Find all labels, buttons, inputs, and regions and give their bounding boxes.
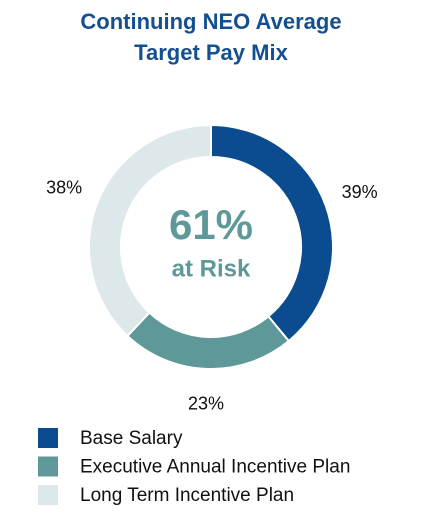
value-label: 39% xyxy=(342,182,378,202)
chart-title: Continuing NEO Average Target Pay Mix xyxy=(80,9,342,65)
center-value: 61% xyxy=(169,201,253,248)
legend-label: Long Term Incentive Plan xyxy=(80,485,294,506)
donut-slice xyxy=(126,311,291,370)
legend-swatch xyxy=(38,485,58,505)
legend-swatch xyxy=(38,428,58,448)
value-label: 23% xyxy=(188,394,224,414)
donut-slice xyxy=(88,123,212,338)
donut-slice xyxy=(210,123,334,343)
center-caption: at Risk xyxy=(172,255,251,282)
legend-swatch xyxy=(38,456,58,477)
value-label: 38% xyxy=(46,178,82,198)
legend-label: Executive Annual Incentive Plan xyxy=(80,457,350,478)
legend-label: Base Salary xyxy=(80,428,183,449)
